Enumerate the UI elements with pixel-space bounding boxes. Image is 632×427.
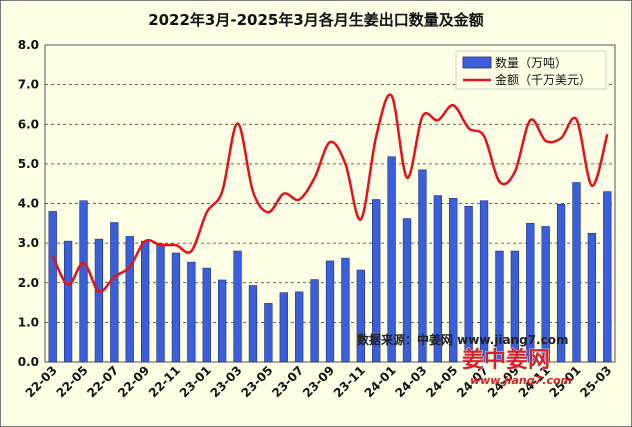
x-tick-label: 23-09 [300, 363, 337, 400]
y-tick-label: 7.0 [18, 78, 39, 92]
y-tick-label: 8.0 [18, 38, 39, 52]
bar [449, 198, 458, 363]
bar [110, 222, 119, 363]
bar [218, 279, 227, 363]
bar [171, 252, 181, 363]
bar [310, 279, 319, 363]
x-tick-label: 22-11 [146, 363, 183, 400]
x-tick-label: 22-07 [84, 363, 121, 400]
bar [587, 232, 597, 363]
bar [433, 195, 442, 363]
bar [402, 218, 412, 363]
bar [556, 203, 566, 363]
bar [341, 257, 350, 363]
x-tick-label: 24-03 [393, 363, 430, 400]
brand-url-text: www.jiang7.com [470, 374, 572, 387]
brand-watermark: 姜中姜网 www.jiang7.com [462, 347, 572, 387]
bar [541, 226, 550, 363]
y-tick-label: 4.0 [18, 197, 39, 211]
bar [603, 191, 612, 363]
bar [279, 292, 288, 363]
bar [79, 200, 88, 363]
x-tick-label: 25-03 [577, 363, 614, 400]
bar [510, 250, 520, 363]
y-tick-label: 1.0 [18, 315, 39, 329]
y-axis: 0.0 1.0 2.0 3.0 4.0 5.0 6.0 7.0 8.0 [18, 38, 39, 369]
bar [572, 182, 581, 363]
bar [187, 261, 196, 363]
y-tick-label: 6.0 [18, 117, 39, 131]
y-tick-label: 5.0 [18, 157, 39, 171]
bar [464, 205, 473, 363]
y-tick-label: 0.0 [18, 355, 39, 369]
bar [526, 223, 535, 363]
x-tick-label: 22-05 [54, 363, 91, 400]
x-tick-label: 23-07 [269, 363, 306, 400]
legend: 数量（万吨） 金额（千万美元） [455, 50, 607, 90]
bar [479, 200, 489, 363]
y-tick-label: 3.0 [18, 236, 39, 250]
x-tick-label: 23-05 [238, 363, 275, 400]
bar [248, 285, 258, 363]
legend-label-amount: 金额（千万美元） [495, 72, 591, 87]
bar [48, 211, 57, 363]
bar [233, 250, 242, 363]
x-tick-label: 23-03 [208, 363, 245, 400]
bar [356, 269, 365, 363]
x-tick-label: 24-01 [362, 363, 399, 400]
chart-title: 2022年3月-2025年3月各月生姜出口数量及金额 [148, 11, 484, 29]
bar [63, 240, 73, 363]
y-tick-label: 2.0 [18, 276, 39, 290]
legend-label-quantity: 数量（万吨） [495, 55, 567, 70]
bar-series [48, 156, 612, 363]
bar [325, 260, 335, 363]
bar [418, 169, 427, 363]
brand-logo-text: 姜中姜网 [462, 347, 550, 373]
bar [156, 243, 165, 363]
bar [202, 267, 211, 363]
bar [387, 156, 396, 363]
x-tick-label: 23-01 [177, 363, 214, 400]
bar [495, 250, 504, 363]
x-tick-label: 22-09 [115, 363, 152, 400]
bar [125, 236, 134, 363]
x-tick-label: 23-11 [331, 363, 368, 400]
bar [372, 199, 381, 363]
bar [264, 303, 273, 363]
legend-bar-swatch [462, 56, 492, 69]
bar [140, 240, 150, 363]
x-tick-label: 24-05 [423, 363, 460, 400]
bar [94, 238, 104, 363]
source-annotation: 数据来源：中姜网 www.jiang7.com [357, 332, 568, 347]
amount-line [51, 93, 609, 293]
bar [295, 291, 304, 363]
